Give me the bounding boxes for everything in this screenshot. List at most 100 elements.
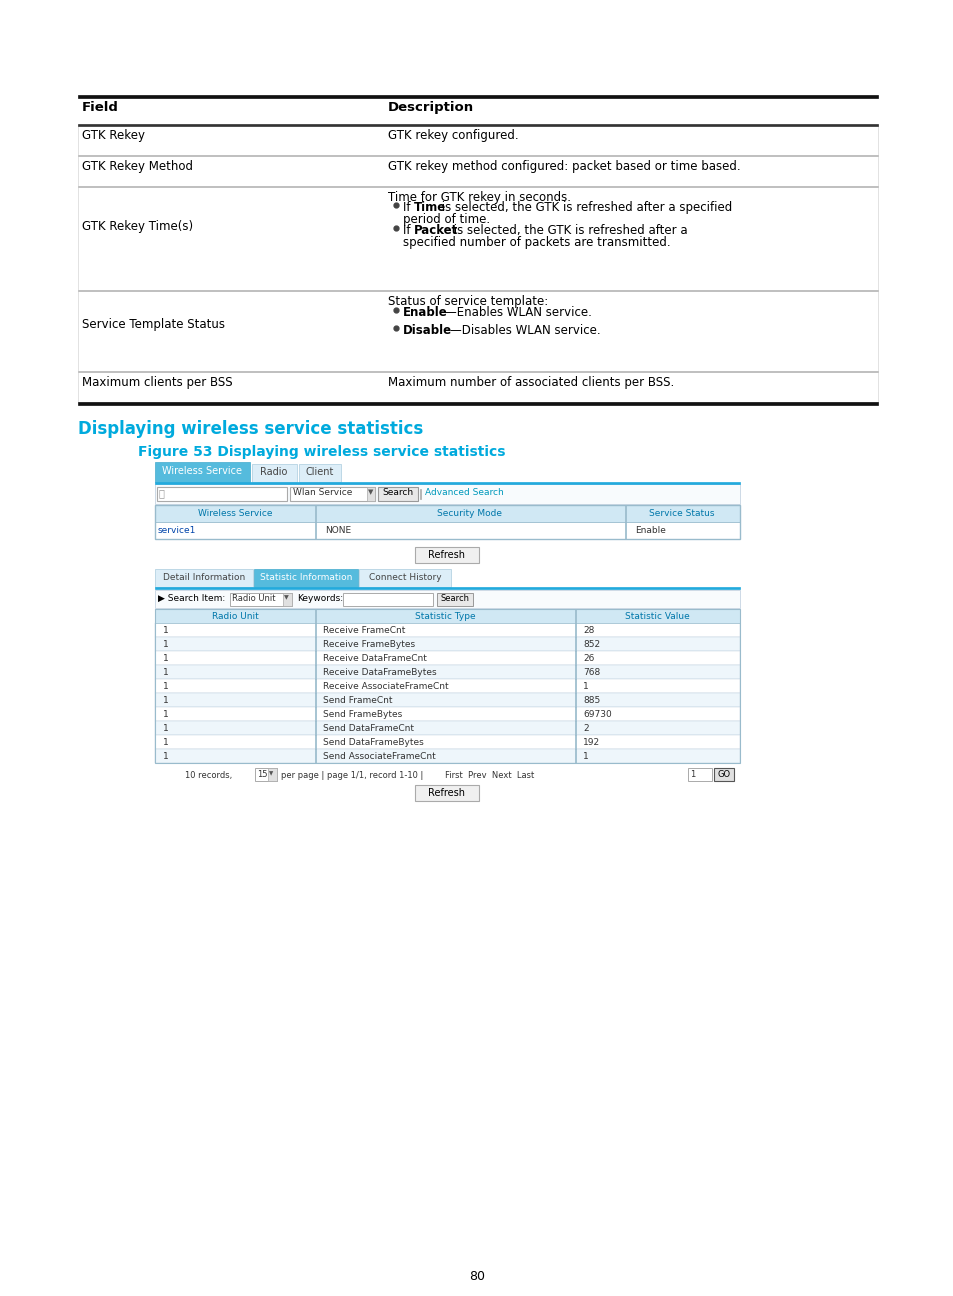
- Text: Receive FrameBytes: Receive FrameBytes: [323, 640, 415, 649]
- Bar: [415, 785, 478, 801]
- Text: 10 records,: 10 records,: [185, 771, 232, 780]
- Bar: [575, 679, 576, 693]
- Bar: [298, 464, 340, 482]
- Bar: [314, 693, 315, 708]
- Bar: [154, 522, 740, 539]
- Bar: [575, 638, 576, 651]
- Bar: [78, 156, 877, 187]
- Text: Send DataFrameCnt: Send DataFrameCnt: [323, 724, 414, 734]
- Bar: [154, 505, 740, 522]
- Text: Wireless Service: Wireless Service: [197, 509, 272, 518]
- Text: Description: Description: [388, 101, 474, 114]
- Bar: [154, 483, 740, 504]
- Bar: [154, 482, 740, 483]
- Text: ▼: ▼: [368, 489, 373, 495]
- Bar: [154, 590, 740, 608]
- Bar: [314, 522, 315, 539]
- Bar: [377, 487, 417, 502]
- Text: period of time.: period of time.: [402, 213, 490, 226]
- Bar: [254, 769, 276, 781]
- Bar: [358, 569, 451, 587]
- Text: 1: 1: [163, 654, 169, 664]
- Bar: [154, 461, 250, 482]
- Text: 192: 192: [582, 737, 599, 746]
- Text: Enable: Enable: [402, 306, 447, 319]
- Bar: [253, 569, 357, 587]
- Text: Maximum number of associated clients per BSS.: Maximum number of associated clients per…: [388, 376, 674, 389]
- Text: Refresh: Refresh: [428, 788, 465, 798]
- Text: Send AssociateFrameCnt: Send AssociateFrameCnt: [323, 752, 436, 761]
- Bar: [314, 651, 315, 665]
- Bar: [154, 665, 740, 679]
- Bar: [314, 665, 315, 679]
- Bar: [78, 372, 877, 402]
- Bar: [314, 638, 315, 651]
- Bar: [624, 522, 625, 539]
- Bar: [575, 721, 576, 735]
- Bar: [314, 679, 315, 693]
- Text: Send DataFrameBytes: Send DataFrameBytes: [323, 737, 423, 746]
- Text: If: If: [402, 224, 414, 237]
- Text: Status of service template:: Status of service template:: [388, 295, 548, 308]
- Text: 26: 26: [582, 654, 594, 664]
- Text: 2: 2: [582, 724, 588, 734]
- Bar: [154, 609, 740, 763]
- Text: Time: Time: [414, 201, 446, 214]
- Text: ▶ Search Item:: ▶ Search Item:: [158, 594, 225, 603]
- Text: Radio Unit: Radio Unit: [232, 594, 275, 603]
- Text: Client: Client: [306, 467, 334, 477]
- Text: 15: 15: [256, 770, 267, 779]
- Text: Service Template Status: Service Template Status: [82, 318, 225, 330]
- Text: GTK Rekey: GTK Rekey: [82, 130, 145, 143]
- Text: Statistic Value: Statistic Value: [624, 612, 689, 621]
- Bar: [157, 487, 287, 502]
- Text: Send FrameCnt: Send FrameCnt: [323, 696, 392, 705]
- Bar: [154, 623, 740, 638]
- Bar: [78, 124, 877, 156]
- Text: 1: 1: [163, 737, 169, 746]
- Text: 1: 1: [163, 696, 169, 705]
- Bar: [436, 594, 473, 607]
- Bar: [575, 693, 576, 708]
- Bar: [154, 609, 740, 623]
- Text: Receive DataFrameBytes: Receive DataFrameBytes: [323, 667, 436, 677]
- Bar: [154, 721, 740, 735]
- Text: Packet: Packet: [414, 224, 457, 237]
- Bar: [252, 464, 296, 482]
- Bar: [154, 587, 740, 588]
- Text: —Enables WLAN service.: —Enables WLAN service.: [444, 306, 591, 319]
- Text: Figure 53 Displaying wireless service statistics: Figure 53 Displaying wireless service st…: [138, 445, 505, 459]
- Bar: [314, 721, 315, 735]
- Bar: [575, 735, 576, 749]
- Text: Time for GTK rekey in seconds.: Time for GTK rekey in seconds.: [388, 191, 571, 203]
- Bar: [575, 623, 576, 638]
- Text: GTK rekey method configured: packet based or time based.: GTK rekey method configured: packet base…: [388, 159, 740, 172]
- Text: Disable: Disable: [402, 324, 452, 337]
- Text: Wlan Service: Wlan Service: [293, 489, 352, 496]
- Text: 1: 1: [163, 640, 169, 649]
- Text: specified number of packets are transmitted.: specified number of packets are transmit…: [402, 236, 670, 249]
- Text: 1: 1: [163, 724, 169, 734]
- Bar: [154, 735, 740, 749]
- Text: GTK Rekey Time(s): GTK Rekey Time(s): [82, 220, 193, 233]
- Text: Refresh: Refresh: [428, 550, 465, 560]
- Text: 69730: 69730: [582, 710, 611, 719]
- Text: Send FrameBytes: Send FrameBytes: [323, 710, 402, 719]
- Bar: [314, 623, 315, 638]
- Bar: [419, 489, 420, 499]
- Bar: [575, 708, 576, 721]
- Text: Detail Information: Detail Information: [163, 573, 245, 582]
- Text: 1: 1: [582, 752, 588, 761]
- Text: 885: 885: [582, 696, 599, 705]
- Text: Search: Search: [382, 489, 414, 496]
- Bar: [314, 749, 315, 763]
- Bar: [154, 505, 740, 539]
- Text: ▼: ▼: [284, 595, 289, 600]
- Text: Displaying wireless service statistics: Displaying wireless service statistics: [78, 420, 423, 438]
- Text: Wireless Service: Wireless Service: [162, 467, 242, 476]
- Bar: [154, 749, 740, 763]
- Text: NONE: NONE: [325, 526, 351, 535]
- Text: ⌕: ⌕: [159, 489, 165, 498]
- Text: 80: 80: [469, 1270, 484, 1283]
- Text: 768: 768: [582, 667, 599, 677]
